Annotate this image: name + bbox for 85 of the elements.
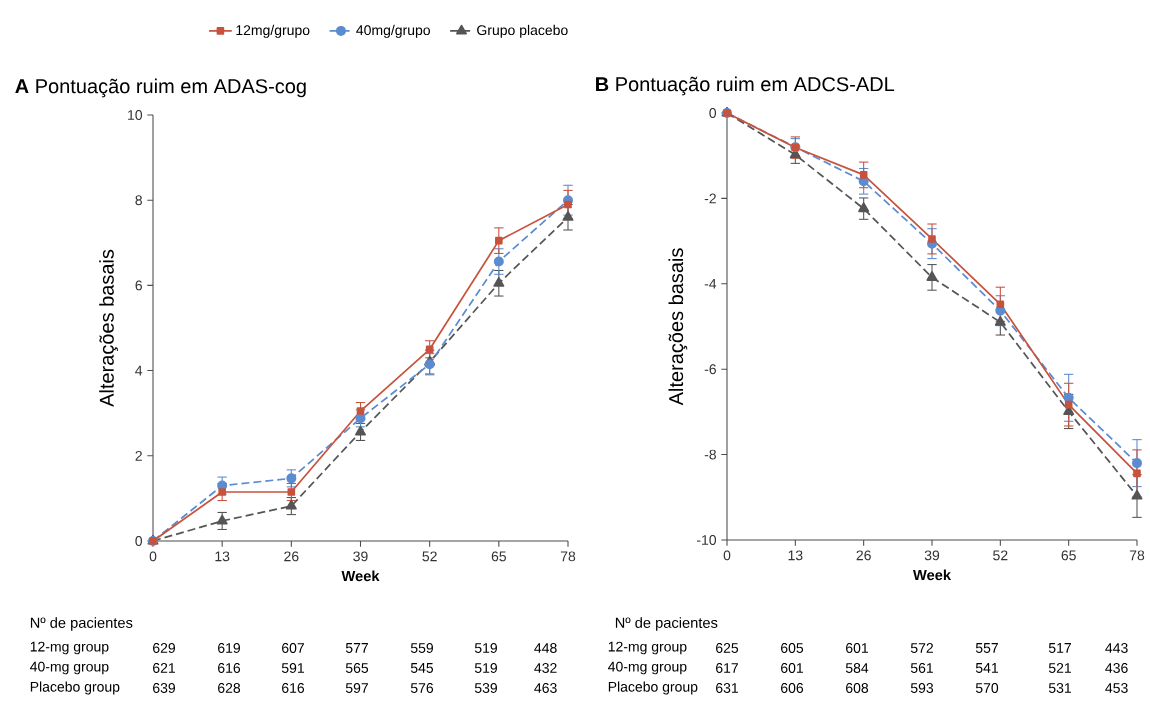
text: 629	[153, 643, 175, 653]
text: 593	[910, 683, 934, 693]
x-tick-label: 0	[149, 551, 157, 562]
text: 40-mg group	[608, 661, 687, 675]
x-tick-label: 0	[723, 550, 731, 561]
text: 545	[410, 663, 434, 673]
text: 561	[910, 663, 933, 673]
text: Placebo group	[608, 681, 698, 695]
text: 625	[716, 643, 739, 653]
text: Placebo group	[30, 681, 120, 695]
text: 619	[218, 643, 240, 653]
y-tick-label: -2	[704, 193, 716, 204]
text: 570	[975, 683, 999, 693]
x-tick-label: 26	[284, 551, 299, 562]
y-tick-label: -10	[697, 535, 717, 545]
x-tick-label: 78	[1129, 550, 1145, 561]
text: 584	[845, 663, 869, 673]
legend-label: Grupo placebo	[477, 24, 568, 38]
legend-label: 12mg/grupo	[236, 24, 310, 38]
y-axis-title: Alterações basais	[668, 248, 688, 406]
text: 12-mg group	[608, 641, 687, 655]
text: 432	[534, 663, 557, 673]
y-tick-label: -8	[704, 449, 716, 460]
text: 601	[846, 643, 868, 653]
text: 606	[781, 683, 804, 693]
text: 539	[474, 683, 497, 693]
y-tick-label: 2	[135, 450, 142, 461]
x-tick-label: 13	[215, 551, 230, 562]
x-tick-label: 65	[491, 551, 507, 562]
text: 557	[975, 643, 998, 653]
text: 436	[1105, 663, 1128, 673]
x-tick-label: 52	[993, 550, 1008, 561]
text: 607	[282, 643, 304, 653]
text: 601	[781, 663, 803, 673]
y-tick-label: 0	[135, 536, 143, 546]
text: 519	[474, 643, 497, 653]
text: 531	[1048, 683, 1071, 693]
text: 517	[1048, 643, 1071, 653]
text: 541	[975, 663, 998, 673]
text: 576	[410, 683, 434, 693]
text: 519	[474, 663, 497, 673]
text: 559	[410, 643, 433, 653]
chart-title: A Pontuação ruim em ADAS-cog	[15, 78, 306, 98]
text: 621	[153, 663, 175, 673]
text: 521	[1048, 663, 1071, 673]
y-tick-label: -6	[704, 364, 716, 375]
text: 616	[218, 663, 241, 673]
y-tick-label: 8	[135, 195, 142, 206]
legend-label: 40mg/grupo	[356, 24, 430, 38]
x-tick-label: 26	[856, 550, 871, 561]
text: 628	[218, 683, 241, 693]
y-tick-label: 0	[709, 108, 717, 118]
text: 453	[1105, 683, 1128, 693]
x-tick-label: 13	[788, 550, 803, 561]
text: 448	[534, 643, 557, 653]
x-axis-title: Week	[913, 569, 952, 581]
text: 597	[345, 683, 368, 693]
text: 617	[716, 663, 738, 673]
x-tick-label: 78	[560, 551, 576, 562]
text: 631	[716, 683, 738, 693]
text: 572	[910, 643, 933, 653]
text: 639	[153, 683, 175, 693]
y-tick-label: -4	[704, 278, 717, 289]
x-axis-title: Week	[341, 570, 380, 582]
text: 591	[281, 663, 304, 673]
y-tick-label: 10	[128, 110, 143, 120]
text: Nº de pacientes	[30, 617, 133, 631]
x-tick-label: 65	[1061, 550, 1076, 561]
x-tick-label: 52	[422, 551, 437, 562]
y-tick-label: 6	[135, 280, 142, 291]
text: 463	[534, 683, 557, 693]
chart-title: B Pontuação ruim em ADCS-ADL	[596, 76, 895, 96]
text: 608	[846, 683, 869, 693]
text: 577	[345, 643, 368, 653]
text: Nº de pacientes	[615, 617, 718, 631]
text: 605	[781, 643, 804, 653]
text: 443	[1105, 643, 1128, 653]
x-tick-label: 39	[924, 550, 940, 561]
y-tick-label: 4	[135, 365, 143, 376]
y-axis-title: Alterações basais	[99, 249, 118, 407]
text: 616	[282, 683, 305, 693]
text: 565	[345, 663, 369, 673]
x-tick-label: 39	[353, 551, 368, 562]
text: 12-mg group	[30, 641, 109, 655]
text: 40-mg group	[30, 661, 109, 675]
